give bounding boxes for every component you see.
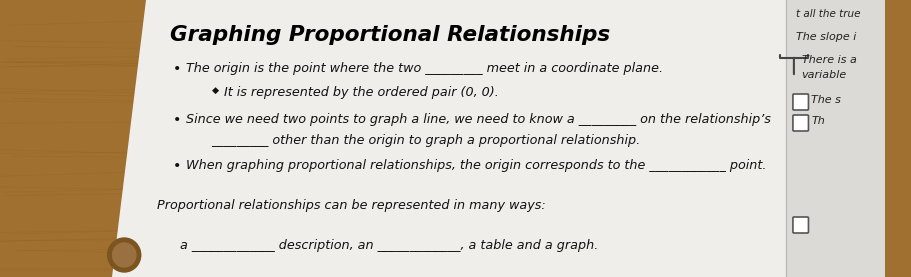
Circle shape [107,238,140,272]
Circle shape [112,243,136,267]
Text: •: • [172,113,181,127]
Text: It is represented by the ordered pair (0, 0).: It is represented by the ordered pair (0… [224,86,498,99]
Text: _________ other than the origin to graph a proportional relationship.: _________ other than the origin to graph… [211,134,640,147]
Text: variable: variable [801,70,846,80]
Text: The s: The s [811,95,840,105]
Polygon shape [111,0,785,277]
FancyBboxPatch shape [0,0,885,277]
FancyBboxPatch shape [792,94,807,110]
Text: When graphing proportional relationships, the origin corresponds to the ________: When graphing proportional relationships… [186,159,766,172]
Text: There is a: There is a [801,55,855,65]
FancyBboxPatch shape [792,217,807,233]
Text: The origin is the point where the two _________ meet in a coordinate plane.: The origin is the point where the two __… [186,62,662,75]
Text: •: • [172,159,181,173]
FancyBboxPatch shape [785,0,885,277]
Text: Since we need two points to graph a line, we need to know a _________ on the rel: Since we need two points to graph a line… [186,113,771,126]
Text: t all the true: t all the true [795,9,859,19]
Text: ◆: ◆ [211,86,219,95]
FancyBboxPatch shape [792,115,807,131]
Text: The slope i: The slope i [795,32,855,42]
Text: Graphing Proportional Relationships: Graphing Proportional Relationships [169,25,609,45]
Text: Th: Th [811,116,824,126]
Text: Proportional relationships can be represented in many ways:: Proportional relationships can be repres… [157,199,546,212]
Text: •: • [172,62,181,76]
Text: a _____________ description, an _____________, a table and a graph.: a _____________ description, an ________… [179,239,597,252]
